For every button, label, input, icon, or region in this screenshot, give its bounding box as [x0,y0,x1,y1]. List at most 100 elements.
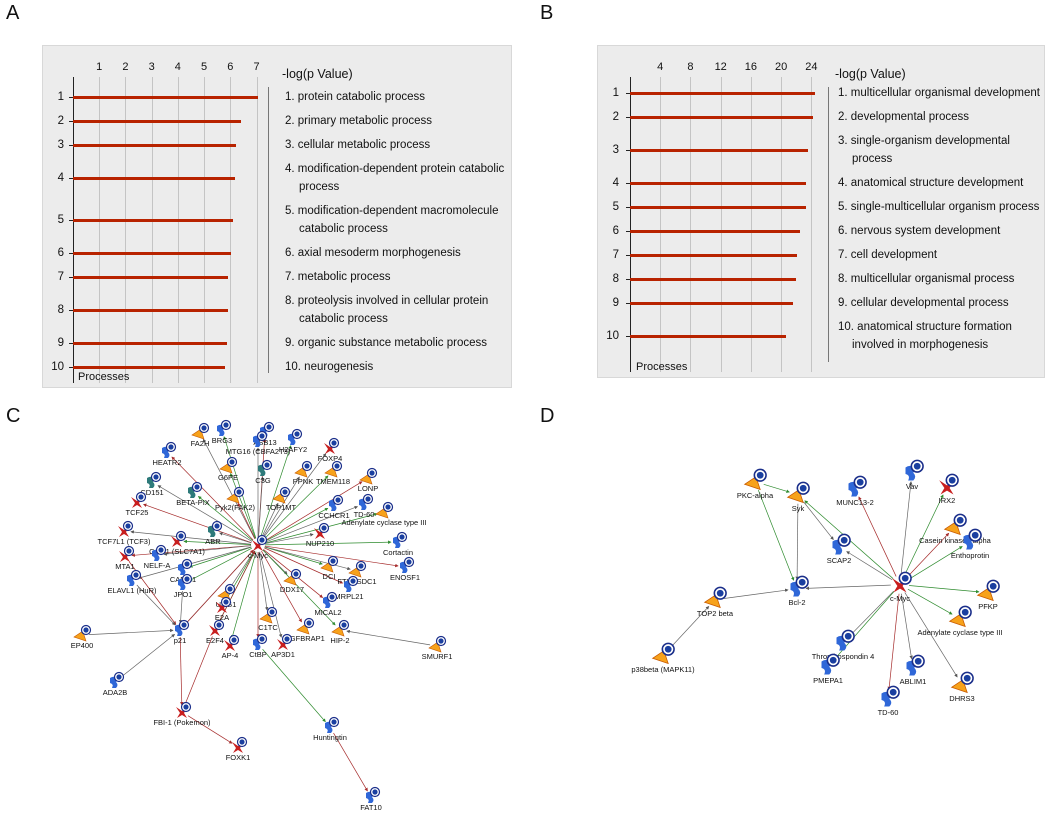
edge [258,476,265,539]
node-label: MICAL2 [314,608,341,617]
separator-line [268,87,269,373]
node-label: E2F4 [206,636,224,645]
node-label: FOXK1 [226,753,251,762]
node-badge-dot [989,582,997,590]
node-label: PMEPA1 [813,676,843,685]
panel-label: C [6,405,21,427]
category-label: 8 [57,304,64,316]
node-icon [217,419,232,436]
node-icon [324,460,343,478]
node-label: TMEM118 [316,477,350,486]
category-label: 1 [612,87,619,99]
edge [217,550,256,624]
node-label: H2AFY2 [279,445,307,454]
node-label: PFKP [978,602,998,611]
node-icon [393,531,408,548]
node-icon [147,471,162,488]
row-tick [69,178,73,179]
node-badge-dot [83,627,89,633]
node-icon [375,501,394,519]
node-icon [208,520,223,537]
edge [907,546,963,581]
grid-line [781,77,783,372]
node-badge-dot [227,586,233,592]
node-badge-dot [184,561,190,567]
panel-label: D [540,405,555,427]
y-axis-label: Processes [636,361,688,373]
edge [264,546,351,571]
chart-background [597,45,1045,378]
node-badge-dot [335,497,341,503]
node-badge-dot [266,424,272,430]
edge [230,551,257,639]
node-icon [344,575,359,592]
edge [187,715,233,744]
edge [261,453,327,540]
process-label: 5. single-multicellular organism process [838,201,1040,213]
node-badge-dot [372,789,378,795]
row-tick [626,150,630,151]
row: 4 4. anatomical structure development [0,171,1050,195]
node-label: AP-4 [222,651,239,660]
node-badge-dot [331,440,337,446]
node-label: Adenylate cyclase type III [341,518,426,527]
x-tick-label: 20 [775,61,788,73]
bar [73,308,229,312]
bar [630,253,798,257]
row-tick [69,220,73,221]
category-label: 6 [57,247,64,259]
row: 9 9. cellular developmental process [0,291,1050,315]
category-label: 8 [612,273,619,285]
node-badge-dot [334,463,340,469]
node-badge-dot [304,463,310,469]
edge [183,539,252,546]
node-icon [906,654,925,676]
grid-line [177,77,179,383]
row-tick [626,303,630,304]
node-badge-dot [223,599,229,605]
node-badge-dot [269,609,275,615]
rows: 1 1. protein catabolic process 2 2. primary… [0,85,1050,379]
node-icon [324,437,340,454]
edge [130,530,252,545]
node-label: FOXP4 [318,454,343,463]
edge [143,503,252,543]
grid-line [99,77,101,383]
grid-line [151,77,153,383]
node-icon [359,493,374,510]
node-badge-dot [306,620,312,626]
node-label: MTG16 (CBFA2T3) [226,447,291,456]
node-label: Casein kinase I alpha [919,536,992,545]
row-tick [69,310,73,311]
node-icon [348,560,367,578]
row-tick [626,231,630,232]
node-badge-dot [385,504,391,510]
node-label: MUNC13-2 [836,498,874,507]
row: 6 6. nervous system development [0,219,1050,243]
node-label: G6PE [218,473,238,482]
edge [179,636,184,706]
row: 8 8. proteolysis involved in cellular pro… [0,289,1050,331]
node-label: CAT-1 (SLC7A1) [149,547,205,556]
process-label: 9. organic substance metabolic process [285,337,487,349]
row-tick [69,277,73,278]
bar [630,91,816,95]
grid-line [204,77,206,383]
category-label: 4 [612,177,619,189]
panel-label: A [6,2,20,24]
process-label: 2. developmental process [838,111,970,123]
node-badge-dot [293,571,299,577]
category-label: 3 [612,144,619,156]
row: 2 2. developmental process [0,105,1050,129]
process-label: 10. anatomical structure formation invol… [838,321,1012,351]
category-label: 1 [57,91,64,103]
row: 1 1. multicellular organismal development [0,81,1050,105]
row: 3 3. single-organism developmental proces… [0,129,1050,171]
node-icon [272,486,291,504]
row: 3 3. cellular metabolic process [0,133,1050,157]
process-label: 9. cellular developmental process [838,297,1009,309]
edge [846,551,893,581]
edge [346,629,431,646]
node-label: Syk [792,504,805,513]
